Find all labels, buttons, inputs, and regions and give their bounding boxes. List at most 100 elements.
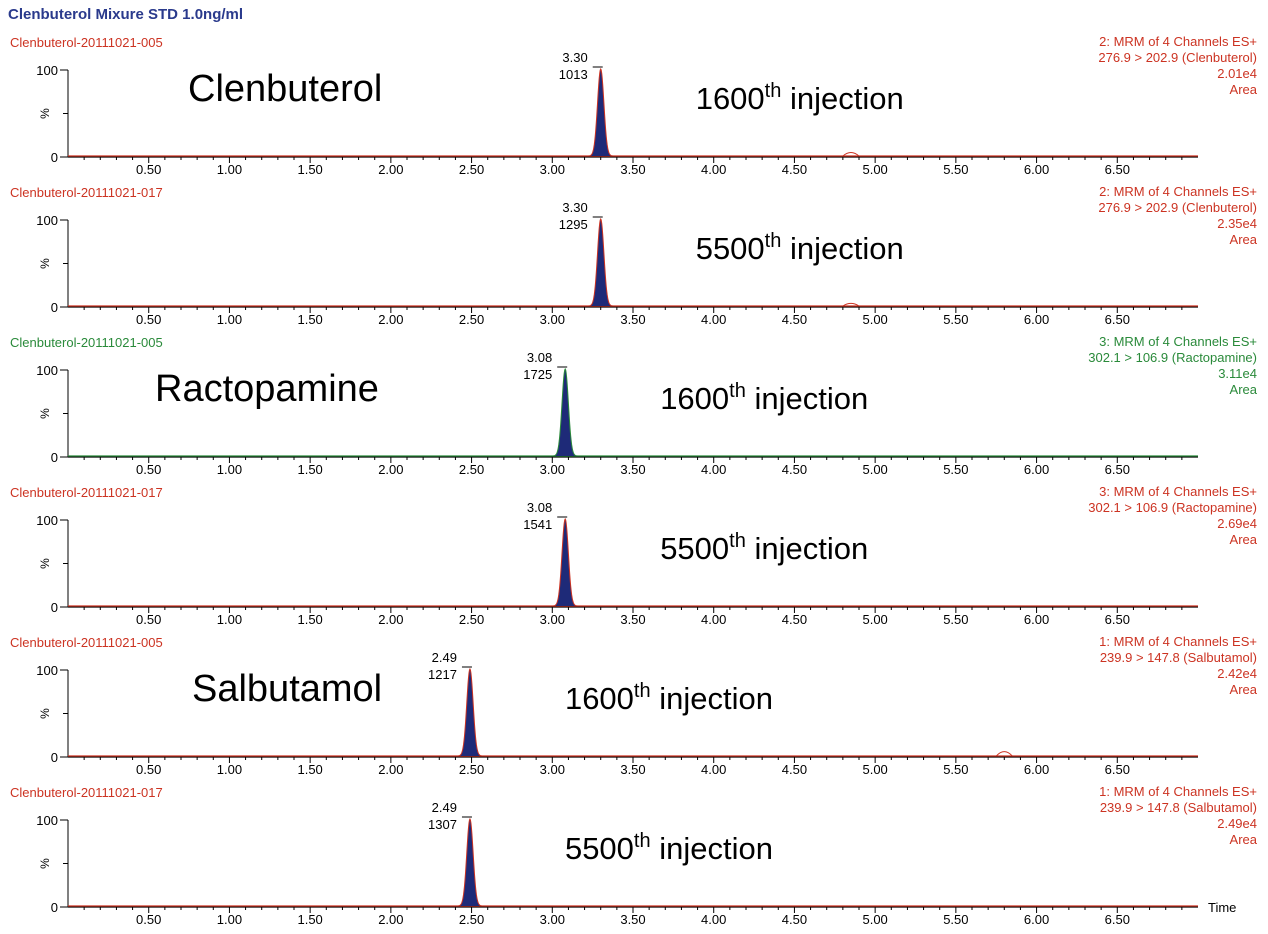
injection-number: 5500 — [660, 531, 729, 566]
x-tick-label: 3.50 — [620, 912, 645, 927]
x-tick-label: 3.00 — [540, 912, 565, 927]
x-tick-label: 4.00 — [701, 312, 726, 327]
header-intensity: 2.42e4 — [1217, 666, 1257, 681]
y-tick-label: 100 — [36, 663, 58, 678]
peak-trace — [455, 667, 484, 757]
peak-trace — [586, 217, 615, 307]
x-tick-label: 3.00 — [540, 312, 565, 327]
y-tick-label: 0 — [51, 900, 58, 915]
peak-area-label: 1217 — [428, 667, 457, 682]
x-tick-label: 3.50 — [620, 612, 645, 627]
x-tick-label: 4.00 — [701, 612, 726, 627]
injection-sup: th — [765, 230, 782, 252]
x-tick-label: 4.00 — [701, 462, 726, 477]
y-tick-label: 0 — [51, 750, 58, 765]
x-tick-label: 2.00 — [378, 312, 403, 327]
x-tick-label: 0.50 — [136, 312, 161, 327]
y-axis-label: % — [38, 258, 52, 269]
x-tick-label: 2.00 — [378, 612, 403, 627]
peak-area — [455, 819, 484, 906]
injection-sup: th — [765, 80, 782, 102]
injection-label: 5500th injection — [565, 830, 773, 866]
x-tick-label: 1.50 — [297, 312, 322, 327]
y-axis-label: % — [38, 708, 52, 719]
header-channel: 2: MRM of 4 Channels ES+ — [1099, 184, 1257, 199]
x-tick-label: 1.00 — [217, 312, 242, 327]
x-tick-label: 4.00 — [701, 162, 726, 177]
x-tick-label: 2.00 — [378, 762, 403, 777]
peak-area-label: 1725 — [523, 367, 552, 382]
x-tick-label: 2.50 — [459, 462, 484, 477]
peak-area-label: 1013 — [559, 67, 588, 82]
header-mode: Area — [1230, 382, 1258, 397]
x-tick-label: 5.00 — [862, 462, 887, 477]
header-channel: 3: MRM of 4 Channels ES+ — [1099, 334, 1257, 349]
x-tick-label: 2.50 — [459, 762, 484, 777]
x-tick-label: 0.50 — [136, 762, 161, 777]
header-transition: 276.9 > 202.9 (Clenbuterol) — [1098, 200, 1257, 215]
x-tick-label: 4.50 — [782, 762, 807, 777]
peak-rt-label: 3.08 — [527, 500, 552, 515]
peak-area-label: 1295 — [559, 217, 588, 232]
noise-peak — [842, 152, 860, 157]
x-tick-label: 1.50 — [297, 462, 322, 477]
y-tick-label: 0 — [51, 450, 58, 465]
x-tick-label: 6.50 — [1105, 612, 1130, 627]
injection-number: 1600 — [565, 681, 634, 716]
x-tick-label: 3.50 — [620, 162, 645, 177]
peak-area — [551, 519, 580, 606]
header-transition: 302.1 > 106.9 (Ractopamine) — [1088, 350, 1257, 365]
peak-rt-label: 3.30 — [562, 50, 587, 65]
header-channel: 2: MRM of 4 Channels ES+ — [1099, 34, 1257, 49]
header-intensity: 2.01e4 — [1217, 66, 1257, 81]
noise-peak — [995, 751, 1013, 757]
x-tick-label: 4.50 — [782, 312, 807, 327]
x-tick-label: 1.00 — [217, 762, 242, 777]
panel-5: Clenbuterol-20111021-005 1: MRM of 4 Chan… — [10, 634, 1258, 777]
x-tick-label: 4.00 — [701, 912, 726, 927]
sample-name: Clenbuterol-20111021-005 — [10, 335, 163, 350]
panel-4: Clenbuterol-20111021-017 3: MRM of 4 Chan… — [10, 484, 1258, 627]
peak-rt-label: 3.30 — [562, 200, 587, 215]
x-tick-label: 1.50 — [297, 162, 322, 177]
x-tick-label: 2.50 — [459, 612, 484, 627]
x-tick-label: 6.00 — [1024, 162, 1049, 177]
header-transition: 239.9 > 147.8 (Salbutamol) — [1100, 650, 1257, 665]
sample-name: Clenbuterol-20111021-017 — [10, 785, 163, 800]
injection-number: 1600 — [660, 381, 729, 416]
x-tick-label: 6.00 — [1024, 612, 1049, 627]
y-tick-label: 0 — [51, 600, 58, 615]
x-tick-label: 1.00 — [217, 912, 242, 927]
sample-name: Clenbuterol-20111021-005 — [10, 35, 163, 50]
peak-rt-label: 2.49 — [432, 650, 457, 665]
x-tick-label: 5.50 — [943, 312, 968, 327]
peak-area — [551, 369, 580, 456]
x-tick-label: 5.00 — [862, 312, 887, 327]
header-channel: 1: MRM of 4 Channels ES+ — [1099, 784, 1257, 799]
x-tick-label: 3.00 — [540, 762, 565, 777]
x-tick-label: 5.50 — [943, 462, 968, 477]
x-tick-label: 6.00 — [1024, 312, 1049, 327]
x-tick-label: 6.50 — [1105, 912, 1130, 927]
header-mode: Area — [1230, 832, 1258, 847]
header-transition: 239.9 > 147.8 (Salbutamol) — [1100, 800, 1257, 815]
header-mode: Area — [1230, 532, 1258, 547]
x-tick-label: 6.50 — [1105, 762, 1130, 777]
injection-sup: th — [729, 530, 746, 552]
x-tick-label: 1.50 — [297, 912, 322, 927]
injection-label: 1600th injection — [696, 80, 904, 116]
injection-label: 1600th injection — [565, 680, 773, 716]
x-tick-label: 5.00 — [862, 162, 887, 177]
x-tick-label: 5.00 — [862, 912, 887, 927]
injection-word: injection — [746, 531, 868, 566]
x-tick-label: 5.00 — [862, 762, 887, 777]
injection-sup: th — [729, 380, 746, 402]
injection-word: injection — [781, 231, 903, 266]
y-axis-label: % — [38, 858, 52, 869]
panel-2: Clenbuterol-20111021-017 2: MRM of 4 Chan… — [10, 184, 1258, 327]
header-mode: Area — [1230, 232, 1258, 247]
x-tick-label: 3.50 — [620, 762, 645, 777]
x-tick-label: 2.00 — [378, 912, 403, 927]
peak-rt-label: 2.49 — [432, 800, 457, 815]
